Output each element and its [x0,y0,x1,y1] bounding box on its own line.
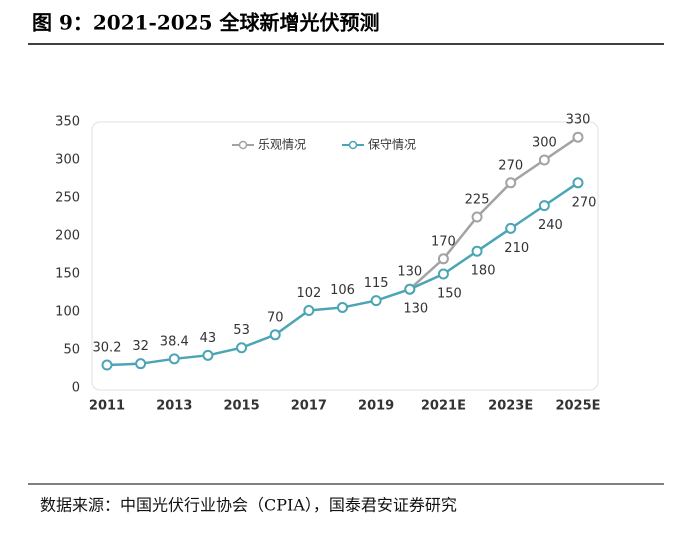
point [437,253,449,265]
data-label: 32 [132,339,149,354]
data-label: 130 [403,302,428,317]
data-label: 150 [437,287,462,302]
data-label: 70 [267,310,284,325]
point [168,353,180,365]
point [572,177,584,189]
y-tick-label: 300 [55,153,80,168]
y-tick-label: 100 [55,305,80,320]
point [303,304,315,316]
data-label: 130 [397,265,422,280]
legend-marker [348,140,358,150]
point [202,349,214,361]
point [337,301,348,313]
point [572,131,584,143]
page-title: 图 9：2021-2025 全球新增光伏预测 [32,11,379,35]
plot-frame [91,121,599,391]
point [538,154,550,166]
y-tick-label: 50 [63,343,80,358]
point [471,211,483,223]
x-tick-label: 2013 [156,399,192,414]
point [538,200,550,212]
data-label: 225 [465,193,490,208]
point [135,358,147,370]
y-tick-label: 350 [55,115,80,130]
legend-label: 保守情况 [368,138,416,152]
data-label: 38.4 [160,334,189,349]
point [471,245,483,257]
data-label: 330 [566,113,591,128]
data-label: 270 [498,158,523,173]
data-label: 240 [538,218,563,233]
point [236,342,248,354]
data-label: 210 [504,241,529,256]
point [505,222,517,234]
series-line [408,136,579,291]
data-label: 300 [532,136,557,151]
x-tick-label: 2017 [291,399,327,414]
data-label: 43 [200,331,217,346]
x-tick-label: 2019 [358,399,394,414]
y-tick-label: 0 [72,381,80,396]
y-tick-label: 150 [55,267,80,282]
data-label: 170 [431,234,456,249]
y-tick-label: 200 [55,229,80,244]
x-tick-label: 2023E [488,399,533,414]
point [404,283,416,295]
point [370,295,382,307]
x-tick-label: 2011 [89,399,125,414]
point [437,268,449,280]
point [269,329,281,341]
point [505,177,517,189]
source: 数据来源：中国光伏行业协会（CPIA），国泰君安证券研究 [40,496,457,515]
data-label: 30.2 [93,341,122,356]
data-label: 102 [296,286,321,301]
point [101,359,113,371]
x-tick-label: 2021E [421,399,466,414]
data-label: 53 [233,323,250,338]
legend-marker [238,140,248,150]
legend-label: 乐观情况 [258,138,306,152]
data-label: 270 [572,195,597,210]
data-label: 106 [330,283,355,298]
data-label: 180 [471,264,496,279]
x-tick-label: 2025E [555,399,600,414]
x-tick-label: 2015 [223,399,259,414]
data-label: 115 [364,276,389,291]
y-tick-label: 250 [55,191,80,206]
